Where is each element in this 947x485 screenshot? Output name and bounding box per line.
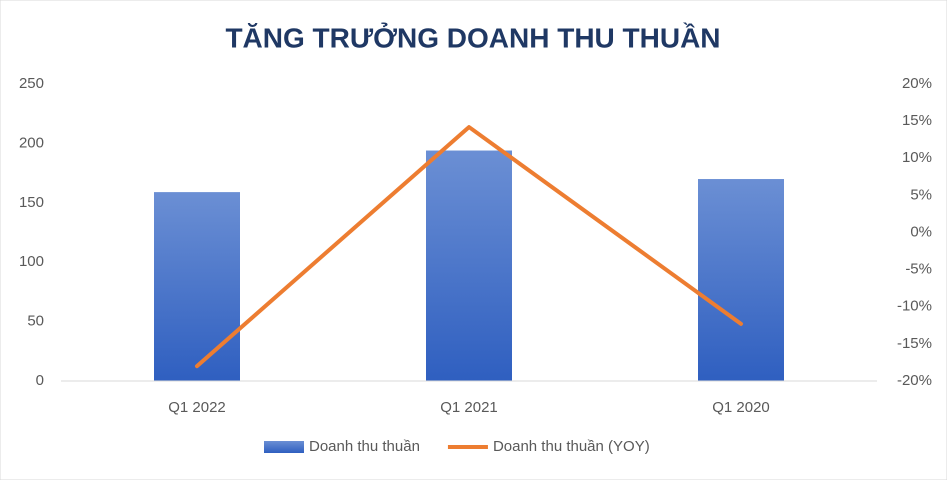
x-tick-label: Q1 2022 [168,399,226,416]
y-tick-label: 150 [19,194,44,211]
legend-label: Doanh thu thuần [309,438,420,455]
x-tick-label: Q1 2020 [712,399,770,416]
y2-tick-label: -20% [897,372,932,389]
y2-tick-label: -5% [905,261,932,278]
legend-swatch [264,441,304,453]
y2-tick-label: -15% [897,335,932,352]
y2-tick-label: 20% [902,75,932,92]
legend-label: Doanh thu thuần (YOY) [493,438,650,455]
y-tick-label: 200 [19,134,44,151]
y-tick-label: 50 [27,313,44,330]
bar [698,179,784,381]
y2-tick-label: -10% [897,298,932,315]
y-tick-label: 0 [36,372,44,389]
chart-title: TĂNG TRƯỞNG DOANH THU THUẦN [225,21,720,53]
y2-tick-label: 10% [902,149,932,166]
line-series [195,125,743,369]
y-tick-label: 100 [19,253,44,270]
bar [426,150,512,381]
x-tick-label: Q1 2021 [440,399,498,416]
y2-tick-label: 15% [902,112,932,129]
y2-tick-label: 5% [910,186,932,203]
y-tick-label: 250 [19,75,44,92]
y2-tick-label: 0% [910,223,932,240]
bar [154,192,240,381]
